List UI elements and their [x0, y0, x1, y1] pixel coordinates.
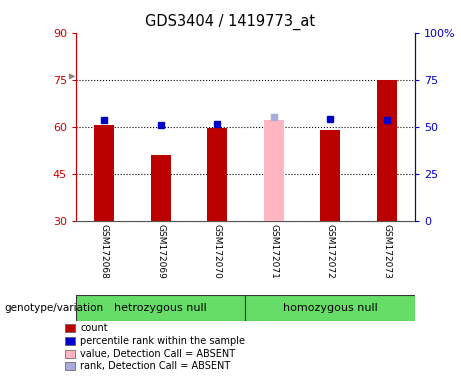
Text: count: count	[80, 323, 108, 333]
Text: GDS3404 / 1419773_at: GDS3404 / 1419773_at	[145, 13, 316, 30]
Bar	[151, 155, 171, 221]
Text: GSM172068: GSM172068	[100, 224, 109, 279]
Bar	[264, 121, 284, 221]
Text: GSM172069: GSM172069	[156, 224, 165, 279]
Text: homozygous null: homozygous null	[283, 303, 378, 313]
Bar	[95, 125, 114, 221]
Text: hetrozygous null: hetrozygous null	[114, 303, 207, 313]
Text: GSM172071: GSM172071	[269, 224, 278, 279]
Text: percentile rank within the sample: percentile rank within the sample	[80, 336, 245, 346]
Bar	[377, 79, 396, 221]
Bar	[207, 128, 227, 221]
Text: rank, Detection Call = ABSENT: rank, Detection Call = ABSENT	[80, 361, 230, 371]
Text: GSM172070: GSM172070	[213, 224, 222, 279]
Text: genotype/variation: genotype/variation	[5, 303, 104, 313]
Bar	[245, 295, 415, 321]
Text: GSM172072: GSM172072	[325, 224, 335, 278]
Bar	[320, 130, 340, 221]
Text: GSM172073: GSM172073	[382, 224, 391, 279]
Text: value, Detection Call = ABSENT: value, Detection Call = ABSENT	[80, 349, 235, 359]
Bar	[76, 295, 245, 321]
